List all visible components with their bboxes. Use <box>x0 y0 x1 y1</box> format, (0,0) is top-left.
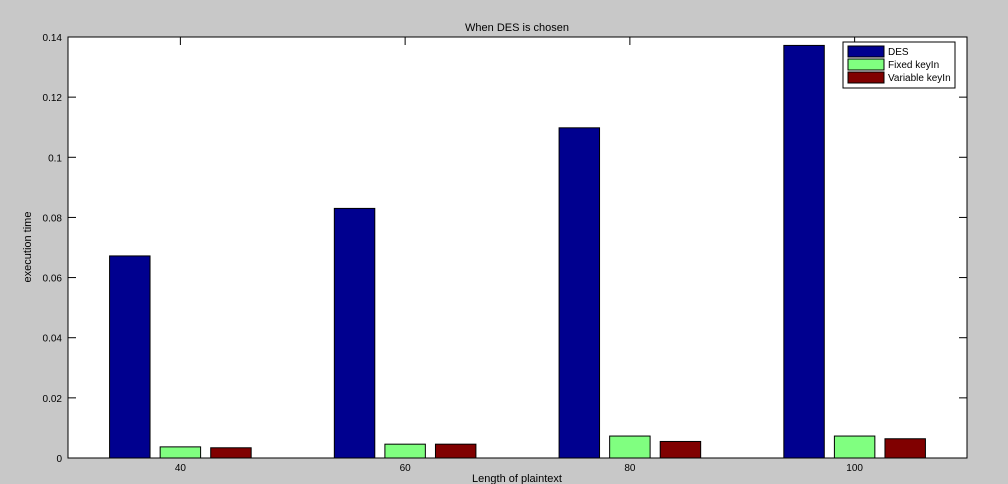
bar-variable-keyin-100 <box>884 438 926 459</box>
axis-ticks: 0 0.02 0.04 0.06 0.08 0.1 0.12 0.14 40 60 80 100 <box>43 33 967 474</box>
y-axis-label: execution time <box>22 212 34 283</box>
bar-marks <box>109 44 926 459</box>
chart-title: When DES is chosen <box>465 22 569 34</box>
y-tick-label: 0.1 <box>48 153 62 164</box>
x-tick-label: 80 <box>624 463 636 474</box>
legend-label: Fixed keyIn <box>888 60 939 71</box>
legend-swatch <box>847 58 885 71</box>
y-tick-label: 0 <box>56 454 62 465</box>
bar-fixed-keyin-40 <box>159 446 202 459</box>
x-axis-label: Length of plaintext <box>472 473 562 484</box>
bar-des-80 <box>558 127 601 459</box>
x-tick-label: 100 <box>846 463 863 474</box>
y-tick-label: 0.14 <box>43 33 63 44</box>
y-tick-label: 0.12 <box>43 93 63 104</box>
bar-fixed-keyin-100 <box>833 435 876 459</box>
y-tick-label: 0.06 <box>43 274 63 285</box>
legend-swatch <box>847 71 885 84</box>
legend-label: DES <box>888 47 909 58</box>
y-tick-label: 0.08 <box>43 213 63 224</box>
bar-variable-keyin-60 <box>434 443 477 459</box>
x-tick-label: 60 <box>400 463 412 474</box>
legend: DES Fixed keyIn Variable keyIn <box>842 41 956 89</box>
y-tick-label: 0.04 <box>43 334 63 345</box>
bar-fixed-keyin-80 <box>609 435 651 459</box>
legend-swatch <box>847 45 885 58</box>
axes-frame <box>67 36 968 459</box>
axes-background <box>68 37 967 458</box>
bar-des-60 <box>333 207 376 459</box>
legend-label: Variable keyIn <box>888 73 951 84</box>
bar-des-40 <box>109 255 151 459</box>
bar-variable-keyin-40 <box>210 447 252 459</box>
bar-des-100 <box>783 44 825 459</box>
x-tick-label: 40 <box>175 463 187 474</box>
bar-fixed-keyin-60 <box>384 443 426 459</box>
bar-variable-keyin-80 <box>659 440 702 459</box>
y-tick-label: 0.02 <box>43 394 63 405</box>
